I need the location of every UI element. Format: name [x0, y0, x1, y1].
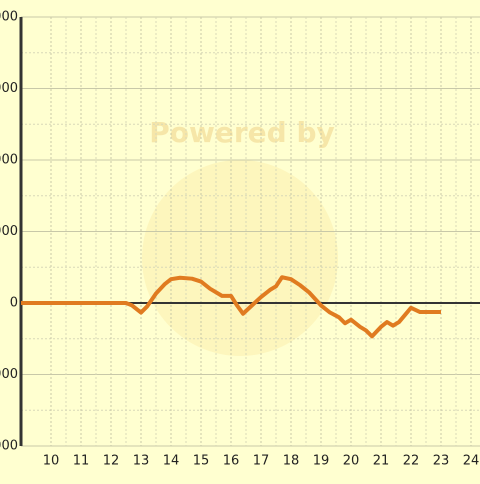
x-tick-label: 19 [313, 454, 330, 469]
x-tick-label: 12 [103, 454, 120, 469]
x-tick-label: 14 [163, 454, 180, 469]
watermark: Powered by [149, 116, 335, 149]
y-tick-label: -6,000 [0, 439, 18, 454]
series-line [21, 275, 441, 339]
x-tick-label: 13 [133, 454, 150, 469]
x-tick-label: 20 [343, 454, 360, 469]
watermark-logo [142, 160, 338, 356]
x-tick-label: 16 [223, 454, 240, 469]
x-tick-label: 22 [403, 454, 420, 469]
y-tick-label: 0 [10, 296, 18, 311]
x-tick-label: 17 [253, 454, 270, 469]
x-tick-label: 23 [433, 454, 450, 469]
x-tick-label: 15 [193, 454, 210, 469]
x-tick-label: 11 [73, 454, 90, 469]
y-tick-label: -3,000 [0, 367, 18, 382]
y-tick-label: 9,000 [0, 81, 18, 96]
x-tick-label: 21 [373, 454, 390, 469]
y-tick-label: 3,000 [0, 224, 18, 239]
x-tick-label: 18 [283, 454, 300, 469]
x-tick-label: 10 [43, 454, 60, 469]
y-tick-label: 12,000 [0, 10, 18, 25]
y-tick-label: 6,000 [0, 153, 18, 168]
x-tick-label: 24 [463, 454, 480, 469]
